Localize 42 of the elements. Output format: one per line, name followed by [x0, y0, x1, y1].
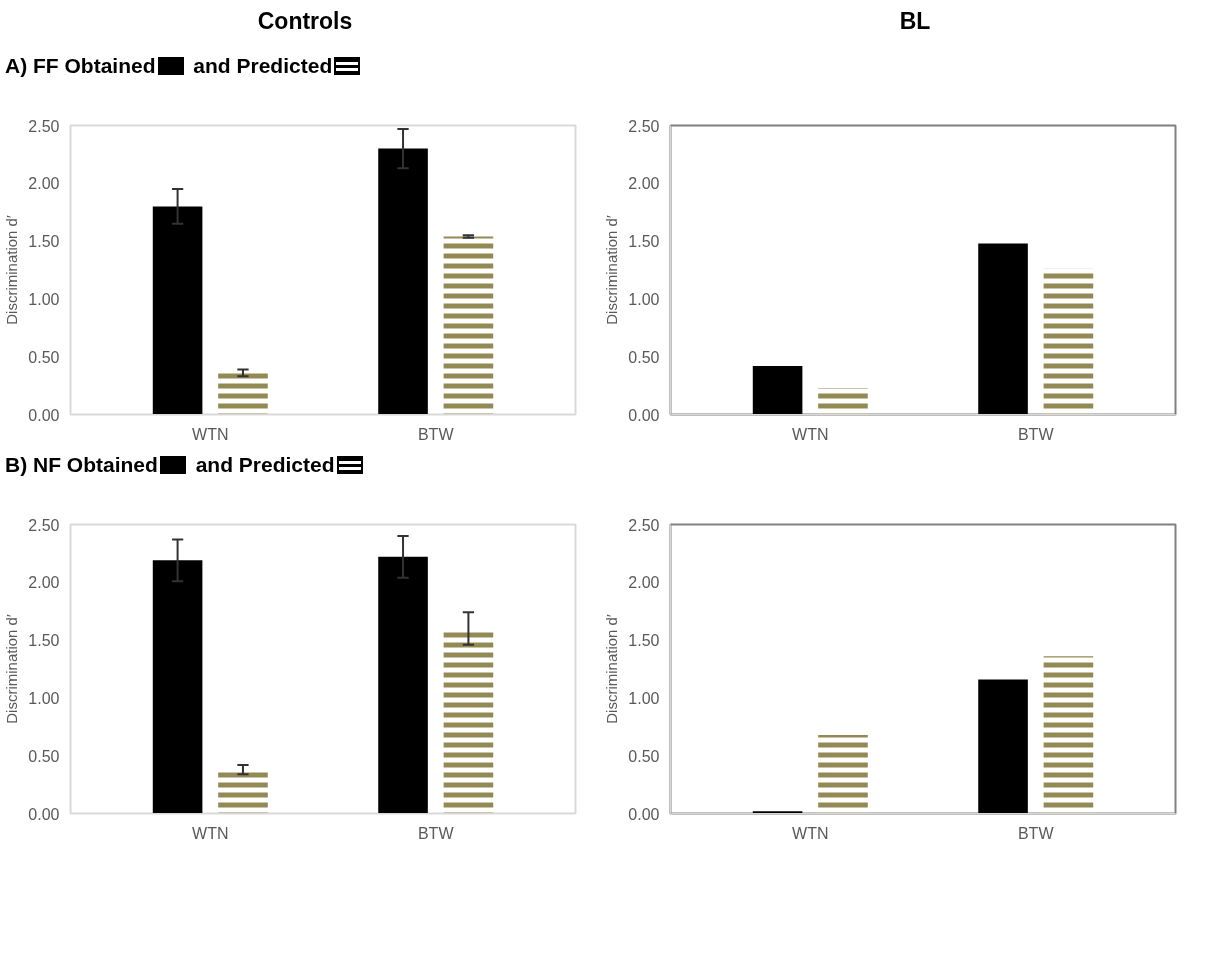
y-tick-label: 1.00 [628, 290, 660, 308]
y-tick-label: 0.00 [628, 805, 660, 823]
y-tick-label: 1.50 [28, 632, 60, 650]
y-axis-title: Discrimination d′ [3, 614, 21, 724]
legend-label: and Predicted [195, 453, 335, 476]
chart-title: Controls [256, 7, 354, 36]
y-tick-label: 1.00 [628, 689, 660, 707]
y-tick-label: 0.00 [628, 406, 660, 424]
y-tick-label: 0.50 [628, 348, 660, 366]
x-tick-label: BTW [417, 824, 455, 842]
y-tick-label: 2.50 [628, 516, 660, 534]
y-tick-label: 0.50 [628, 747, 660, 765]
y-tick-label: 1.50 [628, 632, 660, 650]
chart-title: BL [898, 7, 932, 36]
y-axis-title: Discrimination d′ [603, 614, 621, 724]
y-tick-label: 2.50 [28, 516, 60, 534]
y-tick-label: 2.50 [28, 117, 60, 135]
y-tick-label: 2.00 [628, 175, 660, 193]
y-tick-label: 2.00 [28, 175, 60, 193]
y-tick-label: 0.00 [28, 805, 60, 823]
y-tick-label: 2.50 [628, 117, 660, 135]
legend-label: and Predicted [193, 54, 333, 77]
y-tick-label: 2.00 [28, 574, 60, 592]
y-tick-label: 1.00 [28, 689, 60, 707]
x-tick-label: BTW [417, 425, 455, 443]
y-tick-label: 0.50 [28, 747, 60, 765]
y-axis-title: Discrimination d′ [3, 215, 21, 325]
y-tick-label: 1.50 [28, 233, 60, 251]
x-tick-label: WTN [192, 425, 229, 443]
x-tick-label: BTW [1017, 425, 1055, 443]
x-tick-label: WTN [792, 425, 829, 443]
legend-label: B) NF Obtained [5, 453, 158, 476]
x-tick-label: BTW [1017, 824, 1055, 842]
y-tick-label: 2.00 [628, 574, 660, 592]
y-tick-label: 1.00 [28, 290, 60, 308]
y-tick-label: 0.00 [28, 406, 60, 424]
y-tick-label: 1.50 [628, 233, 660, 251]
y-tick-label: 0.50 [28, 348, 60, 366]
y-axis-title: Discrimination d′ [603, 215, 621, 325]
legend-label: A) FF Obtained [5, 54, 156, 77]
x-tick-label: WTN [192, 824, 229, 842]
x-tick-label: WTN [792, 824, 829, 842]
